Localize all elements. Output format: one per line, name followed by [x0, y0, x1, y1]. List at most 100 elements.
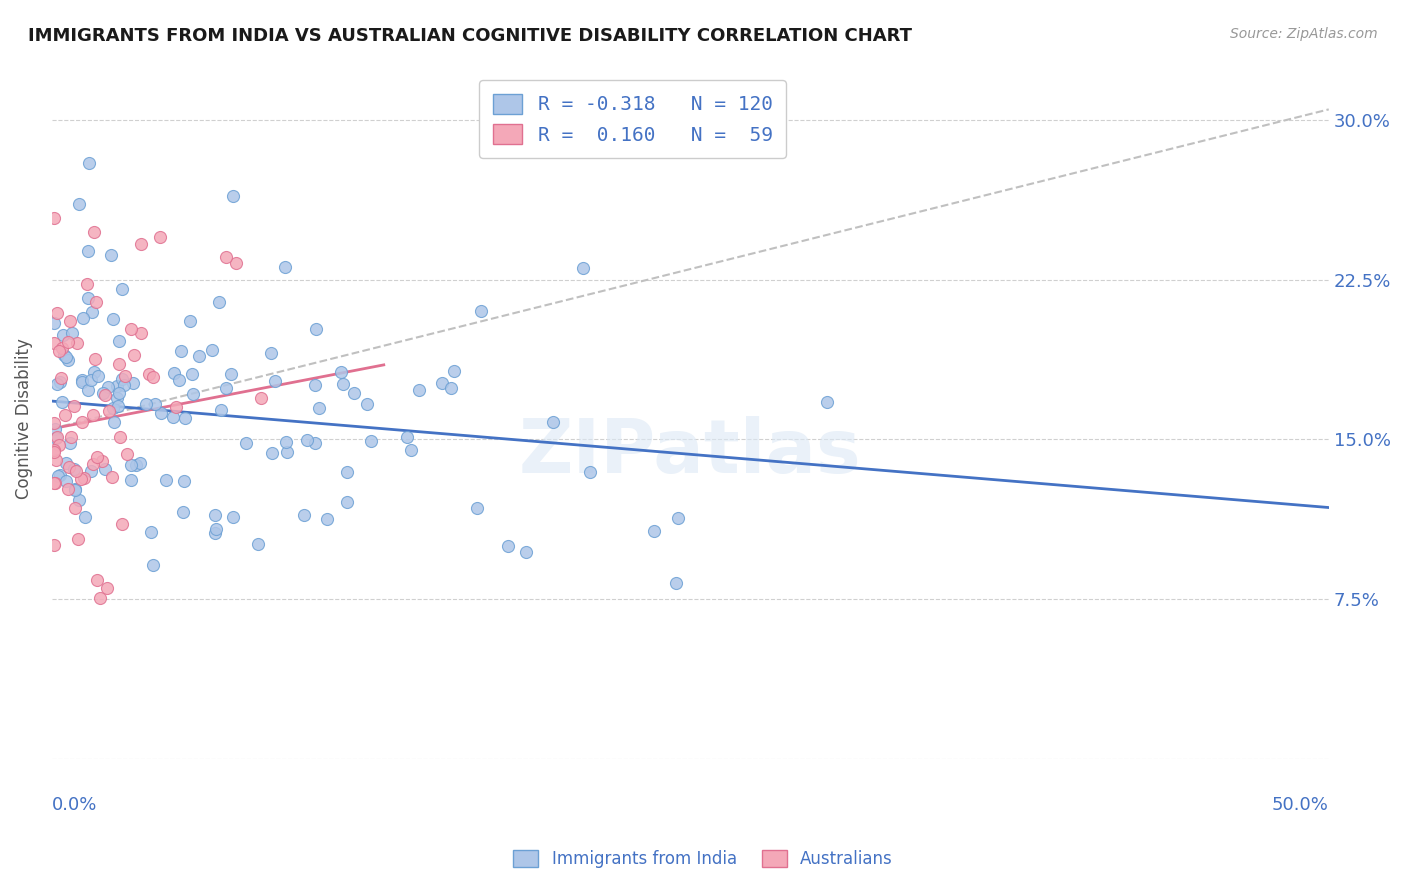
Point	[59, 314, 82, 328]
Point	[180, 368, 202, 382]
Point	[225, 256, 247, 270]
Point	[572, 261, 595, 276]
Point	[112, 377, 135, 392]
Point	[70, 472, 93, 486]
Point	[246, 537, 269, 551]
Point	[396, 430, 419, 444]
Point	[82, 409, 104, 423]
Point	[44, 316, 66, 330]
Point	[308, 401, 330, 416]
Text: 50.0%: 50.0%	[1272, 797, 1329, 814]
Point	[665, 576, 688, 591]
Point	[59, 429, 82, 443]
Point	[304, 377, 326, 392]
Point	[579, 466, 602, 480]
Point	[55, 350, 77, 364]
Point	[115, 447, 138, 461]
Point	[84, 351, 107, 366]
Point	[44, 537, 66, 551]
Point	[66, 335, 89, 350]
Point	[330, 365, 353, 379]
Point	[149, 230, 172, 244]
Point	[439, 381, 461, 395]
Point	[129, 237, 152, 252]
Point	[172, 505, 194, 519]
Point	[63, 482, 86, 496]
Point	[52, 328, 75, 343]
Point	[162, 410, 184, 425]
Point	[76, 244, 98, 259]
Point	[467, 501, 489, 516]
Point	[80, 305, 103, 319]
Point	[128, 457, 150, 471]
Point	[49, 375, 72, 389]
Point	[44, 211, 66, 226]
Point	[124, 458, 146, 472]
Point	[58, 459, 80, 474]
Point	[274, 260, 297, 274]
Point	[408, 383, 430, 397]
Point	[260, 346, 283, 360]
Point	[62, 462, 84, 476]
Point	[49, 468, 72, 483]
Point	[46, 469, 69, 483]
Point	[135, 397, 157, 411]
Point	[122, 376, 145, 391]
Point	[45, 306, 67, 320]
Point	[87, 369, 110, 384]
Point	[89, 591, 111, 605]
Point	[63, 483, 86, 497]
Point	[142, 558, 165, 572]
Point	[76, 277, 98, 291]
Point	[45, 452, 67, 467]
Point	[67, 197, 90, 211]
Point	[108, 385, 131, 400]
Point	[430, 376, 453, 390]
Text: ZIPatlas: ZIPatlas	[519, 416, 862, 489]
Point	[44, 422, 66, 436]
Point	[55, 456, 77, 470]
Point	[105, 392, 128, 406]
Point	[77, 155, 100, 169]
Point	[165, 400, 187, 414]
Point	[46, 430, 69, 444]
Point	[56, 482, 79, 496]
Point	[170, 343, 193, 358]
Point	[401, 443, 423, 458]
Point	[167, 374, 190, 388]
Point	[129, 326, 152, 340]
Point	[52, 348, 75, 362]
Point	[48, 438, 70, 452]
Point	[356, 397, 378, 411]
Point	[215, 250, 238, 264]
Point	[67, 492, 90, 507]
Point	[173, 474, 195, 488]
Text: Source: ZipAtlas.com: Source: ZipAtlas.com	[1230, 27, 1378, 41]
Point	[77, 383, 100, 397]
Point	[62, 399, 84, 413]
Point	[443, 364, 465, 378]
Point	[80, 373, 103, 387]
Point	[97, 404, 120, 418]
Point	[138, 367, 160, 381]
Point	[120, 473, 142, 487]
Point	[101, 470, 124, 484]
Y-axis label: Cognitive Disability: Cognitive Disability	[15, 338, 32, 499]
Point	[44, 476, 66, 491]
Point	[274, 434, 297, 449]
Point	[97, 380, 120, 394]
Point	[63, 500, 86, 515]
Point	[332, 376, 354, 391]
Point	[96, 581, 118, 595]
Point	[205, 522, 228, 536]
Point	[208, 294, 231, 309]
Point	[94, 388, 117, 402]
Point	[276, 445, 298, 459]
Point	[120, 321, 142, 335]
Legend: Immigrants from India, Australians: Immigrants from India, Australians	[506, 843, 900, 875]
Point	[188, 349, 211, 363]
Point	[103, 415, 125, 429]
Point	[72, 415, 94, 429]
Point	[304, 436, 326, 450]
Point	[44, 416, 66, 430]
